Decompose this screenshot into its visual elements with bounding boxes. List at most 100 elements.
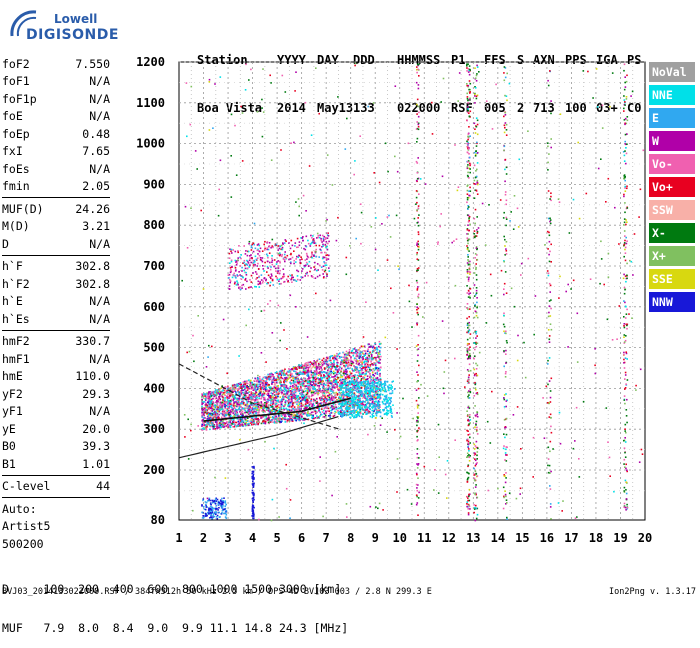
echo-point <box>354 348 356 350</box>
echo-point <box>369 385 371 387</box>
echo-point <box>268 406 270 408</box>
echo-point <box>328 376 330 378</box>
echo-point <box>226 409 228 411</box>
echo-point <box>325 372 327 374</box>
echo-point <box>236 426 238 428</box>
echo-point <box>265 387 267 389</box>
echo-point <box>283 407 285 409</box>
echo-point <box>365 350 367 352</box>
echo-point <box>275 421 277 423</box>
echo-point <box>247 410 249 412</box>
echo-point <box>219 422 221 424</box>
echo-point <box>301 418 303 420</box>
echo-point <box>280 421 282 423</box>
echo-point <box>307 263 309 265</box>
echo-point <box>249 394 251 396</box>
echo-point <box>341 409 343 411</box>
echo-point <box>337 383 339 385</box>
echo-point <box>300 373 302 375</box>
echo-point <box>237 385 239 387</box>
echo-point <box>341 394 343 396</box>
echo-point <box>255 407 257 409</box>
echo-point <box>328 408 330 410</box>
echo-point <box>331 389 333 391</box>
echo-point <box>331 395 333 397</box>
echo-point <box>378 381 380 383</box>
echo-point <box>289 377 291 379</box>
echo-point <box>335 356 337 358</box>
echo-point <box>204 427 206 429</box>
echo-point <box>247 397 249 399</box>
echo-point <box>368 359 370 361</box>
echo-point <box>209 396 211 398</box>
echo-point <box>228 404 230 406</box>
echo-point <box>354 390 356 392</box>
echo-point <box>375 382 377 384</box>
echo-point <box>291 406 293 408</box>
echo-point <box>227 393 229 395</box>
echo-point <box>334 375 336 377</box>
echo-point <box>209 405 211 407</box>
echo-point <box>376 352 378 354</box>
echo-point <box>251 387 253 389</box>
echo-point <box>310 403 312 405</box>
echo-point <box>226 401 228 403</box>
echo-point <box>362 385 364 387</box>
echo-point <box>311 372 313 374</box>
echo-point <box>304 365 306 367</box>
echo-point <box>305 380 307 382</box>
echo-point <box>277 265 279 267</box>
echo-point <box>349 349 351 351</box>
echo-point <box>235 260 237 262</box>
echo-point <box>294 410 296 412</box>
echo-point <box>246 401 248 403</box>
echo-point <box>218 417 220 419</box>
echo-point <box>371 355 373 357</box>
echo-point <box>299 418 301 420</box>
echo-point <box>310 386 312 388</box>
echo-point <box>349 413 351 415</box>
echo-point <box>363 397 365 399</box>
echo-point <box>349 351 351 353</box>
echo-point <box>351 391 353 393</box>
echo-point <box>201 404 203 406</box>
echo-point <box>368 353 370 355</box>
echo-point <box>296 410 298 412</box>
echo-point <box>232 412 234 414</box>
echo-point <box>298 409 300 411</box>
echo-point <box>309 380 311 382</box>
echo-point <box>220 388 222 390</box>
echo-point <box>346 351 348 353</box>
echo-point <box>351 401 353 403</box>
echo-point <box>348 359 350 361</box>
echo-point <box>250 384 252 386</box>
echo-point <box>273 402 275 404</box>
echo-point <box>311 390 313 392</box>
echo-point <box>379 341 381 343</box>
echo-point <box>383 403 385 405</box>
echo-point <box>343 373 345 375</box>
echo-point <box>327 378 329 380</box>
echo-point <box>339 397 341 399</box>
echo-point <box>294 406 296 408</box>
echo-point <box>252 419 254 421</box>
echo-point <box>258 395 260 397</box>
echo-point <box>378 346 380 348</box>
echo-point <box>238 398 240 400</box>
echo-point <box>321 266 323 268</box>
echo-point <box>293 415 295 417</box>
echo-point <box>282 417 284 419</box>
echo-point <box>374 347 376 349</box>
echo-point <box>304 399 306 401</box>
echo-point <box>209 425 211 427</box>
echo-point <box>272 397 274 399</box>
echo-point <box>267 402 269 404</box>
echo-point <box>306 399 308 401</box>
echo-point <box>326 363 328 365</box>
echo-point <box>337 382 339 384</box>
echo-point <box>293 367 295 369</box>
echo-point <box>370 412 372 414</box>
echo-point <box>307 385 309 387</box>
echo-point <box>380 389 382 391</box>
echo-point <box>311 417 313 419</box>
